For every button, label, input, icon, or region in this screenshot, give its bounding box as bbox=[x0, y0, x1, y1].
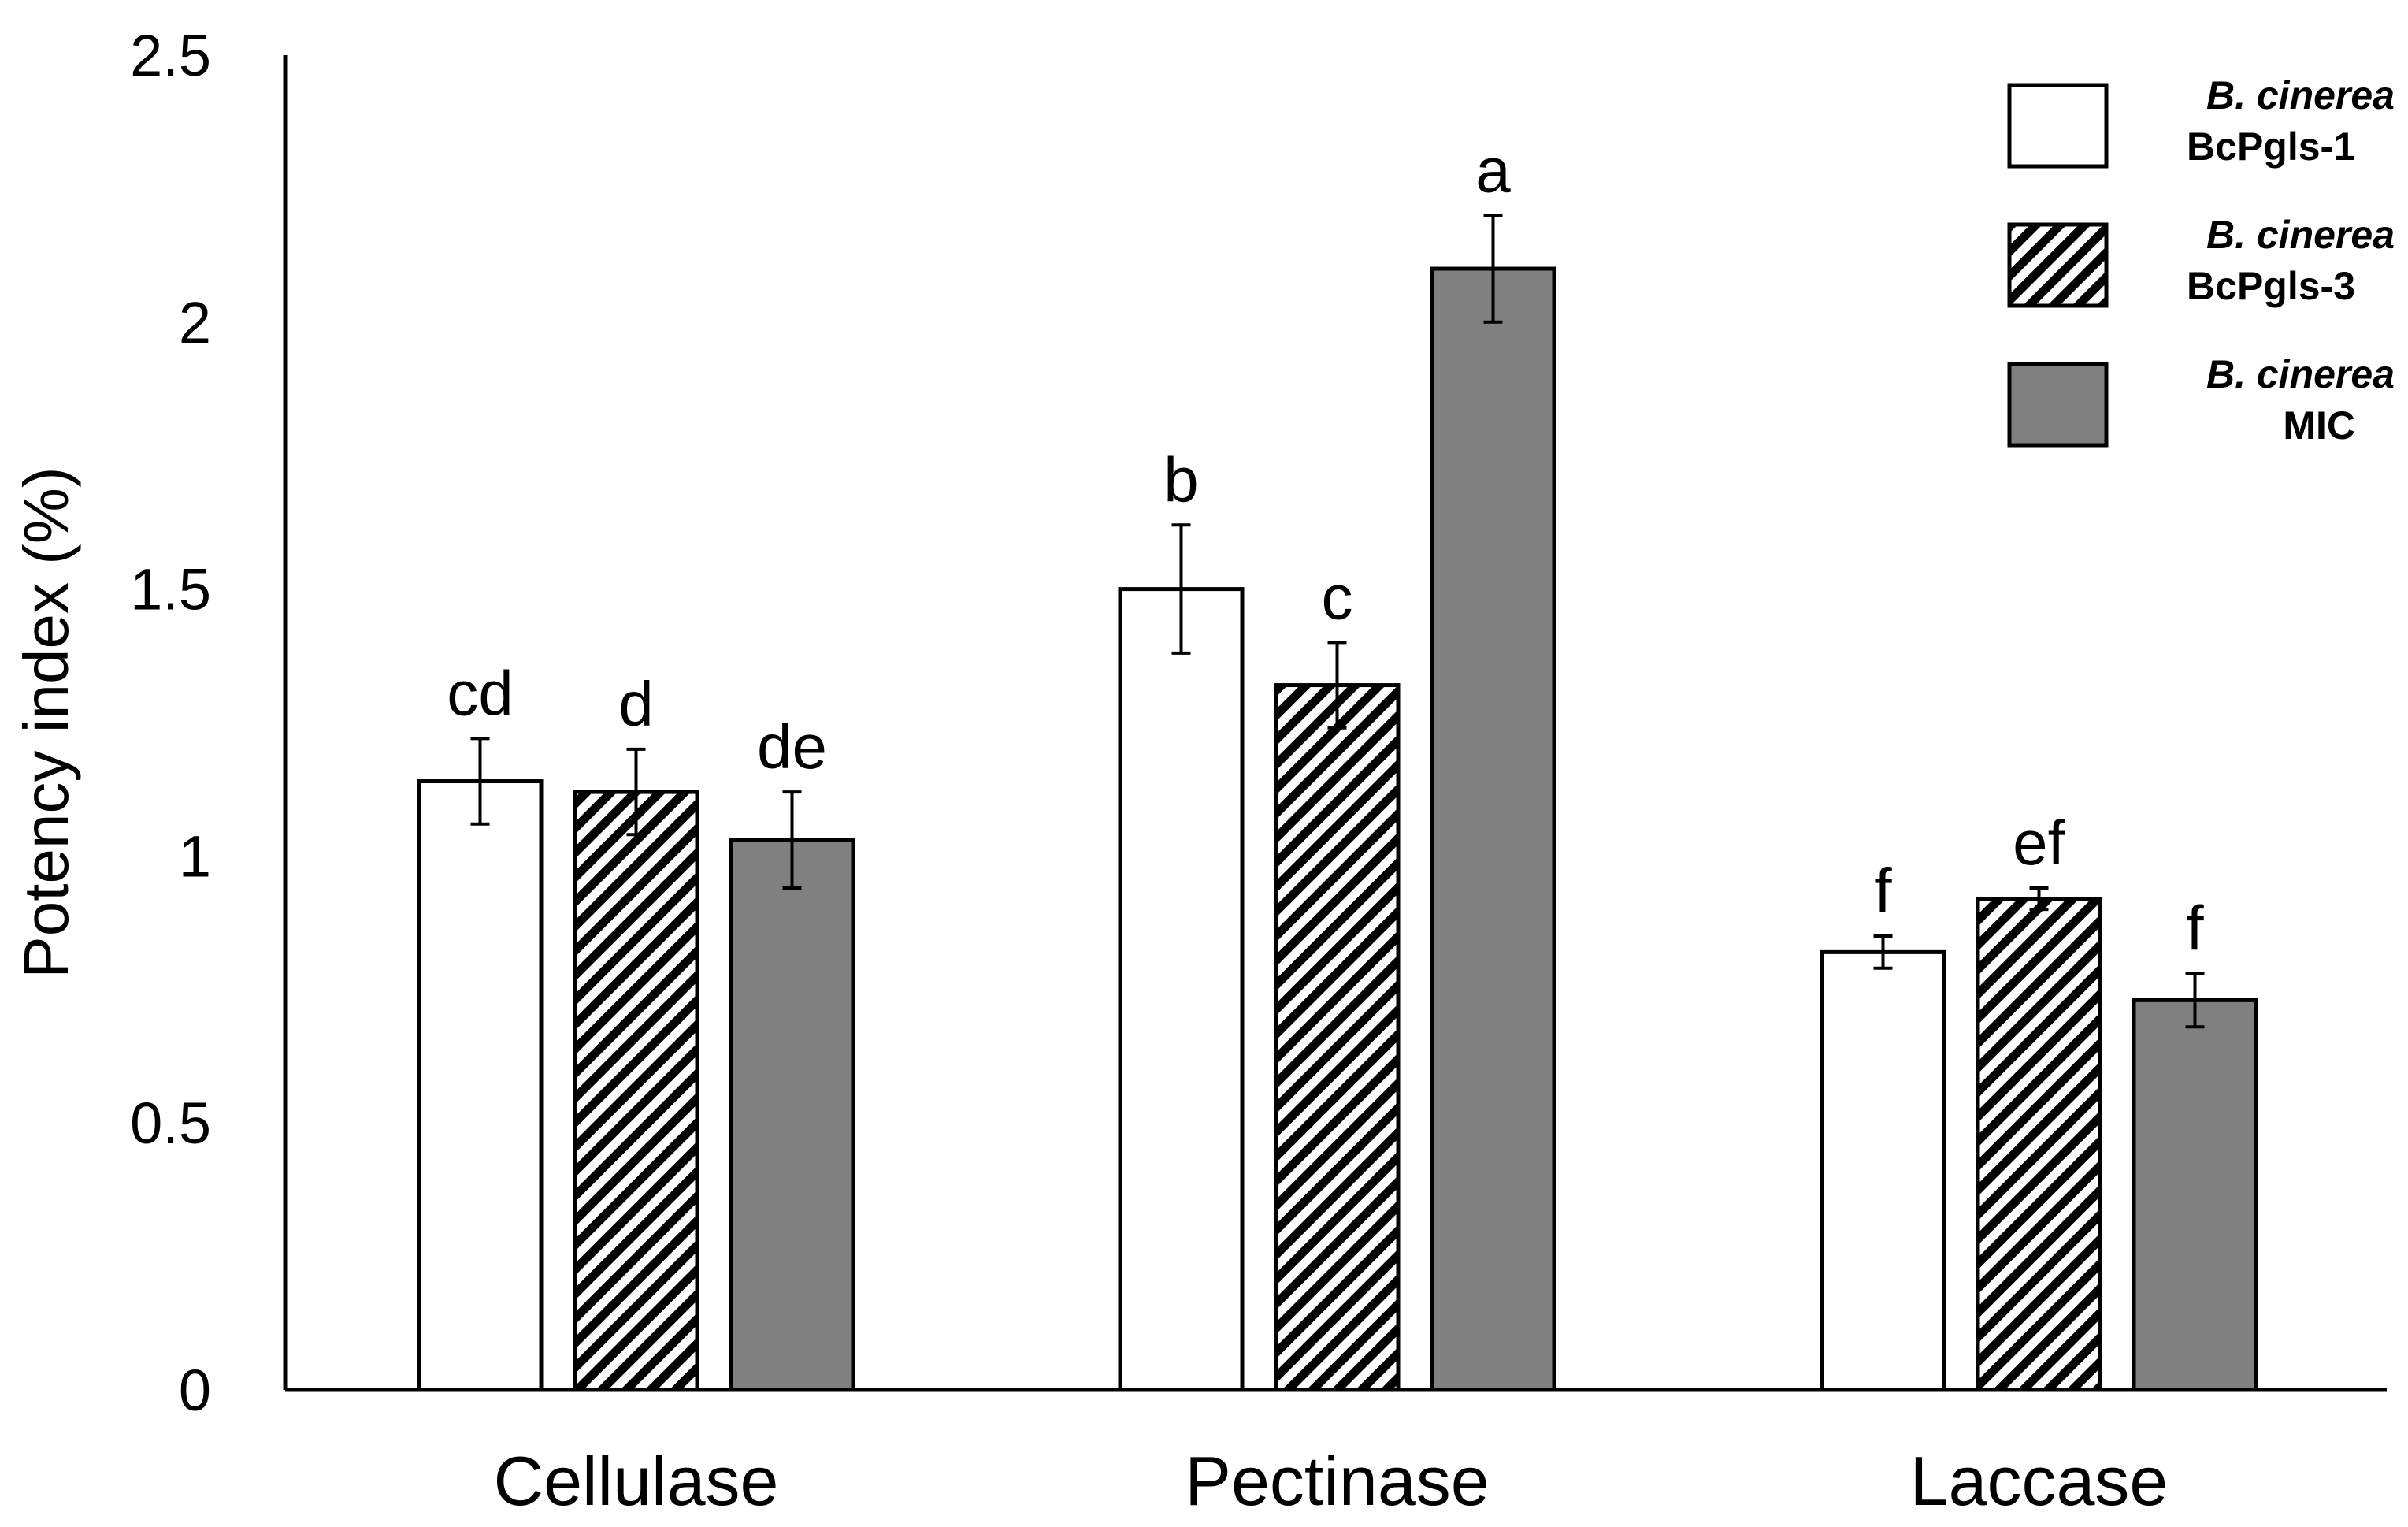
y-tick-label: 2 bbox=[179, 290, 211, 355]
significance-letter: b bbox=[1163, 444, 1199, 515]
y-tick-label: 1.5 bbox=[130, 557, 211, 622]
legend-species: B. cinerea bbox=[2206, 352, 2395, 396]
legend-strain: MIC bbox=[2283, 403, 2355, 448]
legend-species: B. cinerea bbox=[2206, 73, 2395, 117]
bar bbox=[1274, 683, 1401, 1392]
y-tick-label: 1 bbox=[179, 823, 211, 889]
significance-letter: d bbox=[618, 669, 654, 739]
y-tick-labels: 0 0.5 1 1.5 2 2.5 bbox=[130, 23, 211, 1423]
legend-swatch bbox=[2007, 222, 2109, 308]
significance-letter: f bbox=[1874, 856, 1892, 926]
significance-letters: cd d de b c a f ef f bbox=[447, 135, 2204, 963]
y-tick-label: 2.5 bbox=[130, 23, 211, 88]
bar bbox=[1118, 587, 1245, 1392]
bar bbox=[573, 790, 699, 1392]
significance-letter: c bbox=[1322, 562, 1353, 632]
category-labels: Cellulase Pectinase Laccase bbox=[494, 1442, 2169, 1520]
legend: B. cinerea BcPgls-1 B. cinerea BcPgls-3 B. c… bbox=[2007, 73, 2395, 448]
significance-letter: a bbox=[1475, 135, 1511, 205]
bar bbox=[2132, 998, 2258, 1392]
bars bbox=[417, 266, 2258, 1392]
y-axis-title: Potency index (%) bbox=[11, 466, 81, 978]
bar bbox=[729, 838, 855, 1392]
significance-letter: f bbox=[2186, 893, 2204, 963]
bar bbox=[417, 779, 544, 1392]
error-bars bbox=[470, 214, 2205, 1029]
legend-strain: BcPgls-1 bbox=[2187, 124, 2355, 169]
category-label: Cellulase bbox=[494, 1442, 779, 1520]
axis-titles: Potency index (%) bbox=[11, 466, 81, 978]
legend-species: B. cinerea bbox=[2206, 213, 2395, 257]
bar bbox=[1820, 949, 1946, 1392]
significance-letter: de bbox=[757, 711, 827, 782]
y-tick-label: 0 bbox=[179, 1358, 211, 1423]
legend-swatch bbox=[2007, 83, 2109, 169]
category-label: Pectinase bbox=[1185, 1442, 1489, 1520]
category-label: Laccase bbox=[1910, 1442, 2169, 1520]
significance-letter: cd bbox=[447, 658, 514, 728]
bar bbox=[1976, 897, 2102, 1392]
bar bbox=[1430, 266, 1556, 1392]
significance-letter: ef bbox=[2013, 808, 2065, 878]
y-tick-label: 0.5 bbox=[130, 1090, 211, 1156]
legend-strain: BcPgls-3 bbox=[2187, 264, 2355, 308]
legend-swatch bbox=[2007, 362, 2109, 448]
